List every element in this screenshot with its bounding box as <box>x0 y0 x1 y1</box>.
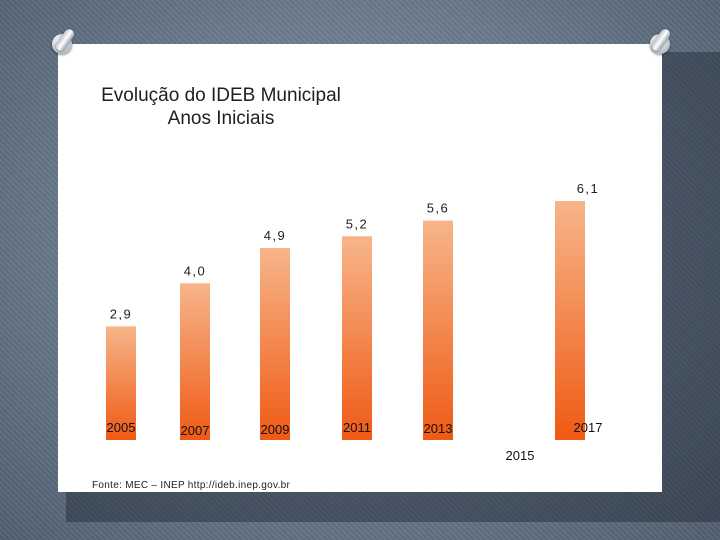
value-label-2013: 5,6 <box>427 201 450 216</box>
value-label-2011: 5,2 <box>346 216 369 231</box>
value-label-2005: 2,9 <box>110 306 133 321</box>
category-label-2005: 2005 <box>107 420 136 435</box>
bar-2005 <box>106 326 136 440</box>
value-label-2009: 4,9 <box>264 228 287 243</box>
category-label-2017: 2017 <box>574 420 603 435</box>
category-label-2009: 2009 <box>261 422 290 437</box>
bar-2007 <box>180 283 210 440</box>
source-note: Fonte: MEC – INEP http://ideb.inep.gov.b… <box>92 480 291 491</box>
category-label-2015: 2015 <box>506 448 535 463</box>
bar-2013 <box>423 220 453 440</box>
bar-2017 <box>555 201 585 440</box>
bar-2009 <box>260 248 290 440</box>
bar-2011 <box>342 236 372 440</box>
category-label-2013: 2013 <box>424 421 453 436</box>
value-label-2007: 4,0 <box>184 263 207 278</box>
chart-title: Evolução do IDEB Municipal Anos Iniciais <box>101 85 341 129</box>
category-label-2011: 2011 <box>343 420 371 435</box>
value-label-2017: 6,1 <box>577 181 600 196</box>
category-label-2007: 2007 <box>181 423 210 438</box>
